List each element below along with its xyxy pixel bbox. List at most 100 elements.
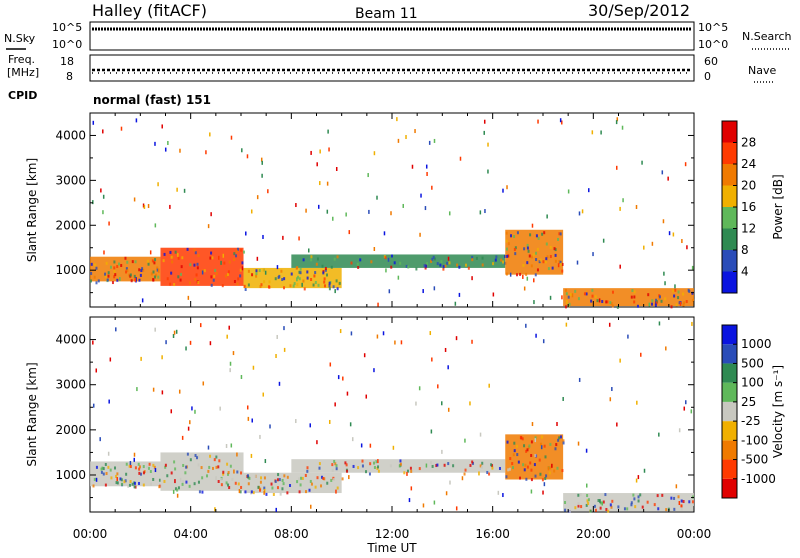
echo-speckle: [537, 236, 540, 240]
echo-speckle: [247, 269, 250, 273]
echo-speckle: [323, 277, 326, 281]
echo-speckle: [93, 477, 96, 481]
noise-point: [535, 333, 537, 338]
echo-speckle: [534, 474, 537, 478]
noise-point: [487, 142, 489, 147]
echo-speckle: [193, 482, 196, 486]
echo-speckle: [436, 463, 439, 467]
echo-speckle: [328, 287, 331, 291]
echo-speckle: [174, 487, 177, 491]
noise-point: [236, 452, 238, 457]
echo-speckle: [611, 290, 614, 294]
noise-point: [523, 286, 526, 291]
noise-point: [230, 443, 233, 448]
echo-speckle: [289, 284, 292, 288]
echo-speckle: [446, 261, 449, 265]
echo-speckle: [170, 271, 173, 275]
echo-speckle: [150, 272, 153, 276]
noise-point: [376, 195, 378, 200]
noise-point: [154, 327, 156, 332]
echo-speckle: [544, 260, 547, 264]
echo-speckle: [691, 291, 694, 295]
noise-point: [133, 452, 136, 457]
noise-point: [301, 282, 303, 287]
noise-point: [437, 384, 439, 389]
echo-speckle: [206, 474, 209, 478]
noise-point: [240, 374, 243, 379]
echo-speckle: [559, 232, 562, 236]
noise-point: [310, 504, 312, 509]
echo-speckle: [398, 464, 401, 468]
echo-speckle: [255, 274, 258, 278]
noise-point: [578, 377, 581, 382]
echo-speckle: [317, 283, 320, 287]
echo-speckle: [278, 478, 281, 482]
noise-point: [245, 231, 247, 236]
noise-point: [351, 437, 354, 442]
echo-speckle: [524, 463, 527, 467]
noise-point: [187, 426, 190, 431]
echo-speckle: [685, 300, 688, 304]
noise-point: [207, 224, 210, 229]
echo-speckle: [604, 493, 607, 497]
echo-speckle: [692, 298, 695, 302]
echo-speckle: [542, 260, 545, 264]
echo-speckle: [596, 299, 599, 303]
echo-speckle: [546, 255, 549, 259]
echo-speckle: [549, 245, 552, 249]
noise-point: [115, 327, 117, 332]
noise-point: [335, 166, 338, 171]
echo-speckle: [633, 300, 636, 304]
echo-speckle: [561, 269, 564, 273]
echo-speckle: [331, 463, 334, 467]
echo-speckle: [682, 303, 685, 307]
noise-point: [133, 457, 136, 462]
echo-speckle: [227, 472, 230, 476]
noise-point: [107, 451, 110, 456]
echo-regions: [90, 434, 694, 514]
noise-point: [608, 322, 611, 327]
echo-speckle: [104, 483, 107, 487]
echo-region: [160, 452, 244, 491]
noise-point: [167, 140, 169, 145]
echo-speckle: [120, 263, 123, 267]
echo-speckle: [471, 460, 474, 464]
colorbar-label: Velocity [m s⁻¹]: [771, 365, 785, 458]
echo-speckle: [163, 252, 166, 256]
noise-point: [120, 126, 123, 131]
noise-point: [392, 445, 395, 450]
noise-point: [478, 471, 480, 476]
colorbar-segment: [722, 363, 737, 383]
echo-speckle: [505, 239, 508, 243]
colorbar-segment: [722, 250, 737, 272]
noise-point: [616, 165, 618, 170]
echo-speckle: [683, 301, 686, 305]
echo-speckle: [197, 463, 200, 467]
echo-speckle: [500, 258, 503, 262]
echo-speckle: [236, 247, 239, 251]
noise-point: [218, 255, 220, 260]
echo-speckle: [660, 299, 663, 303]
colorbar-segment: [722, 121, 737, 143]
echo-speckle: [153, 465, 156, 469]
echo-speckle: [262, 268, 265, 272]
echo-speckle: [128, 483, 131, 487]
x-tick-label: 08:00: [274, 527, 309, 541]
noise-point: [447, 256, 450, 261]
noise-point: [172, 333, 175, 338]
echo-speckle: [115, 481, 118, 485]
echo-speckle: [310, 482, 313, 486]
noise-point: [172, 489, 175, 494]
echo-speckle: [156, 268, 159, 272]
noise-point: [116, 477, 118, 482]
noise-point: [367, 173, 369, 178]
echo-speckle: [225, 481, 228, 485]
echo-speckle: [299, 483, 302, 487]
echo-speckle: [283, 277, 286, 281]
echo-speckle: [263, 476, 266, 480]
noise-point: [262, 392, 265, 397]
noise-point: [328, 419, 331, 424]
echo-speckle: [559, 260, 562, 264]
echo-speckle: [675, 303, 678, 307]
echo-speckle: [564, 305, 567, 309]
